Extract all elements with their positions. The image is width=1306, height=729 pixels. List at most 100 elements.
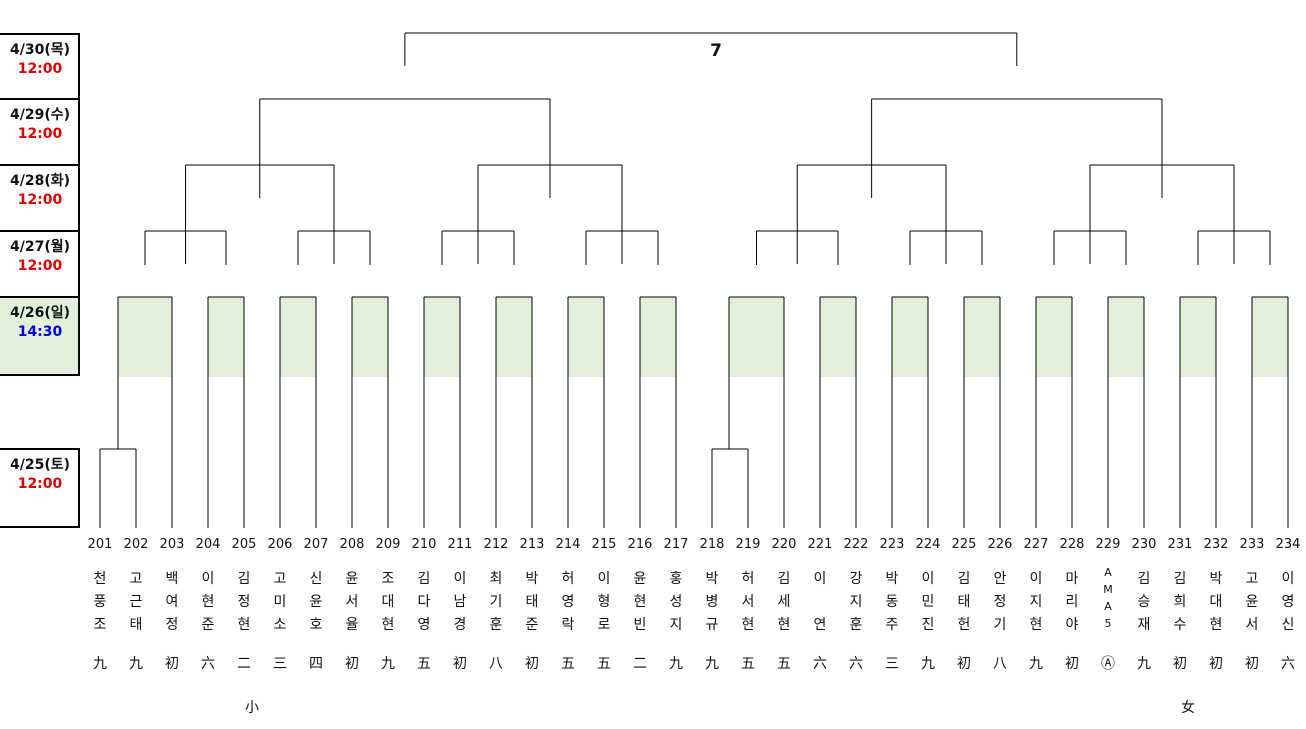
match-shade	[1108, 297, 1144, 377]
player-name-char: 허	[561, 571, 575, 587]
player-number: 226	[987, 537, 1013, 552]
player-number: 228	[1059, 537, 1085, 552]
player-number: 209	[375, 537, 401, 552]
player-name-char: 풍	[93, 594, 107, 610]
player-name-char: 정	[165, 617, 179, 633]
player-number: 224	[915, 537, 941, 552]
player-name-char: 재	[1137, 617, 1151, 633]
player-name-char: 최	[489, 571, 503, 587]
player-name-char: 이	[1281, 571, 1295, 587]
player-rank: Ⓐ	[1101, 656, 1115, 672]
player-name-char: 연	[813, 617, 827, 633]
player-rank: 九	[705, 656, 719, 672]
player-rank: 六	[1281, 656, 1295, 672]
player-name-char: 헌	[957, 617, 971, 633]
match-shade	[964, 297, 1000, 377]
match-shade	[208, 297, 244, 377]
player-name-char: 병	[705, 594, 719, 610]
date-box: 4/29(수) 12:00	[0, 98, 80, 164]
player-rank: 九	[129, 656, 143, 672]
player-name-char: 김	[417, 571, 431, 587]
date-label: 4/28(화)	[9, 173, 70, 189]
date-box: 4/27(월) 12:00	[0, 230, 80, 296]
player-name-char: 고	[129, 571, 143, 587]
player-rank: 初	[1209, 656, 1223, 672]
player-number: 211	[447, 537, 473, 552]
player-number: 208	[339, 537, 365, 552]
player-number: 212	[483, 537, 509, 552]
player-name-char: 현	[381, 617, 395, 633]
player-number: 205	[231, 537, 257, 552]
player-rank: 初	[957, 656, 971, 672]
player-name-char: 현	[201, 594, 215, 610]
player-name-char: 야	[1065, 617, 1079, 633]
player-number: 234	[1275, 537, 1301, 552]
player-name-char: 현	[1209, 617, 1223, 633]
player-number: 213	[519, 537, 545, 552]
player-number: 222	[843, 537, 869, 552]
player-name-char: 근	[129, 594, 143, 610]
player-name-char: 준	[525, 617, 539, 633]
player-name-char: 윤	[633, 571, 647, 587]
player-number: 204	[195, 537, 221, 552]
player-name-char: 현	[777, 617, 791, 633]
match-shade	[352, 297, 388, 377]
player-name-char: 신	[1281, 617, 1295, 633]
player-number: 206	[267, 537, 293, 552]
date-label: 4/25(토)	[9, 457, 70, 473]
player-name-char: 이	[597, 571, 611, 587]
player-name-char: 민	[921, 594, 935, 610]
player-name-char: 현	[633, 594, 647, 610]
player-name-char: 대	[381, 594, 395, 610]
player-number: 214	[555, 537, 581, 552]
player-name-char: 빈	[633, 617, 647, 633]
player-name-char: 성	[669, 594, 683, 610]
player-rank: 八	[489, 656, 503, 672]
player-rank: 初	[1245, 656, 1259, 672]
date-box: 4/25(토) 12:00	[0, 448, 80, 528]
player-number: 203	[159, 537, 185, 552]
player-number: 229	[1095, 537, 1121, 552]
player-number: 230	[1131, 537, 1157, 552]
player-name-char: 서	[345, 594, 359, 610]
player-name-char: 주	[885, 617, 899, 633]
player-rank: 六	[849, 656, 863, 672]
player-name-char: 미	[273, 594, 287, 610]
player-rank: 初	[453, 656, 467, 672]
date-box: 4/28(화) 12:00	[0, 164, 80, 230]
player-number: 227	[1023, 537, 1049, 552]
player-rank: 初	[345, 656, 359, 672]
player-number: 207	[303, 537, 329, 552]
player-name-char: 승	[1137, 594, 1151, 610]
player-name-char: 5	[1104, 617, 1112, 630]
player-name-char: 로	[597, 617, 611, 633]
match-shade	[820, 297, 856, 377]
player-name-char: 조	[93, 617, 107, 633]
player-name-char: 박	[1209, 571, 1223, 587]
time-label: 12:00	[17, 258, 63, 274]
player-rank: 三	[273, 656, 287, 672]
player-number: 231	[1167, 537, 1193, 552]
player-name-char: 박	[885, 571, 899, 587]
date-label: 4/26(일)	[9, 305, 70, 321]
player-rank: 六	[201, 656, 215, 672]
player-name-char: 경	[453, 617, 467, 633]
player-note: 小	[245, 700, 259, 716]
time-label: 12:00	[17, 476, 63, 492]
player-name-char: 윤	[345, 571, 359, 587]
player-rank: 五	[417, 656, 431, 672]
player-number: 202	[123, 537, 149, 552]
player-name-char: 지	[849, 594, 863, 610]
player-name-char: 신	[309, 571, 323, 587]
player-rank: 九	[381, 656, 395, 672]
player-name-char: 영	[561, 594, 575, 610]
player-rank: 初	[165, 656, 179, 672]
player-name-char: 대	[1209, 594, 1223, 610]
player-name-char: 형	[597, 594, 611, 610]
player-note: 女	[1181, 700, 1195, 716]
player-name-char: 강	[849, 571, 863, 587]
player-name-char: 리	[1065, 594, 1079, 610]
player-number: 220	[771, 537, 797, 552]
player-name-char: 박	[525, 571, 539, 587]
player-name-char: 정	[993, 594, 1007, 610]
